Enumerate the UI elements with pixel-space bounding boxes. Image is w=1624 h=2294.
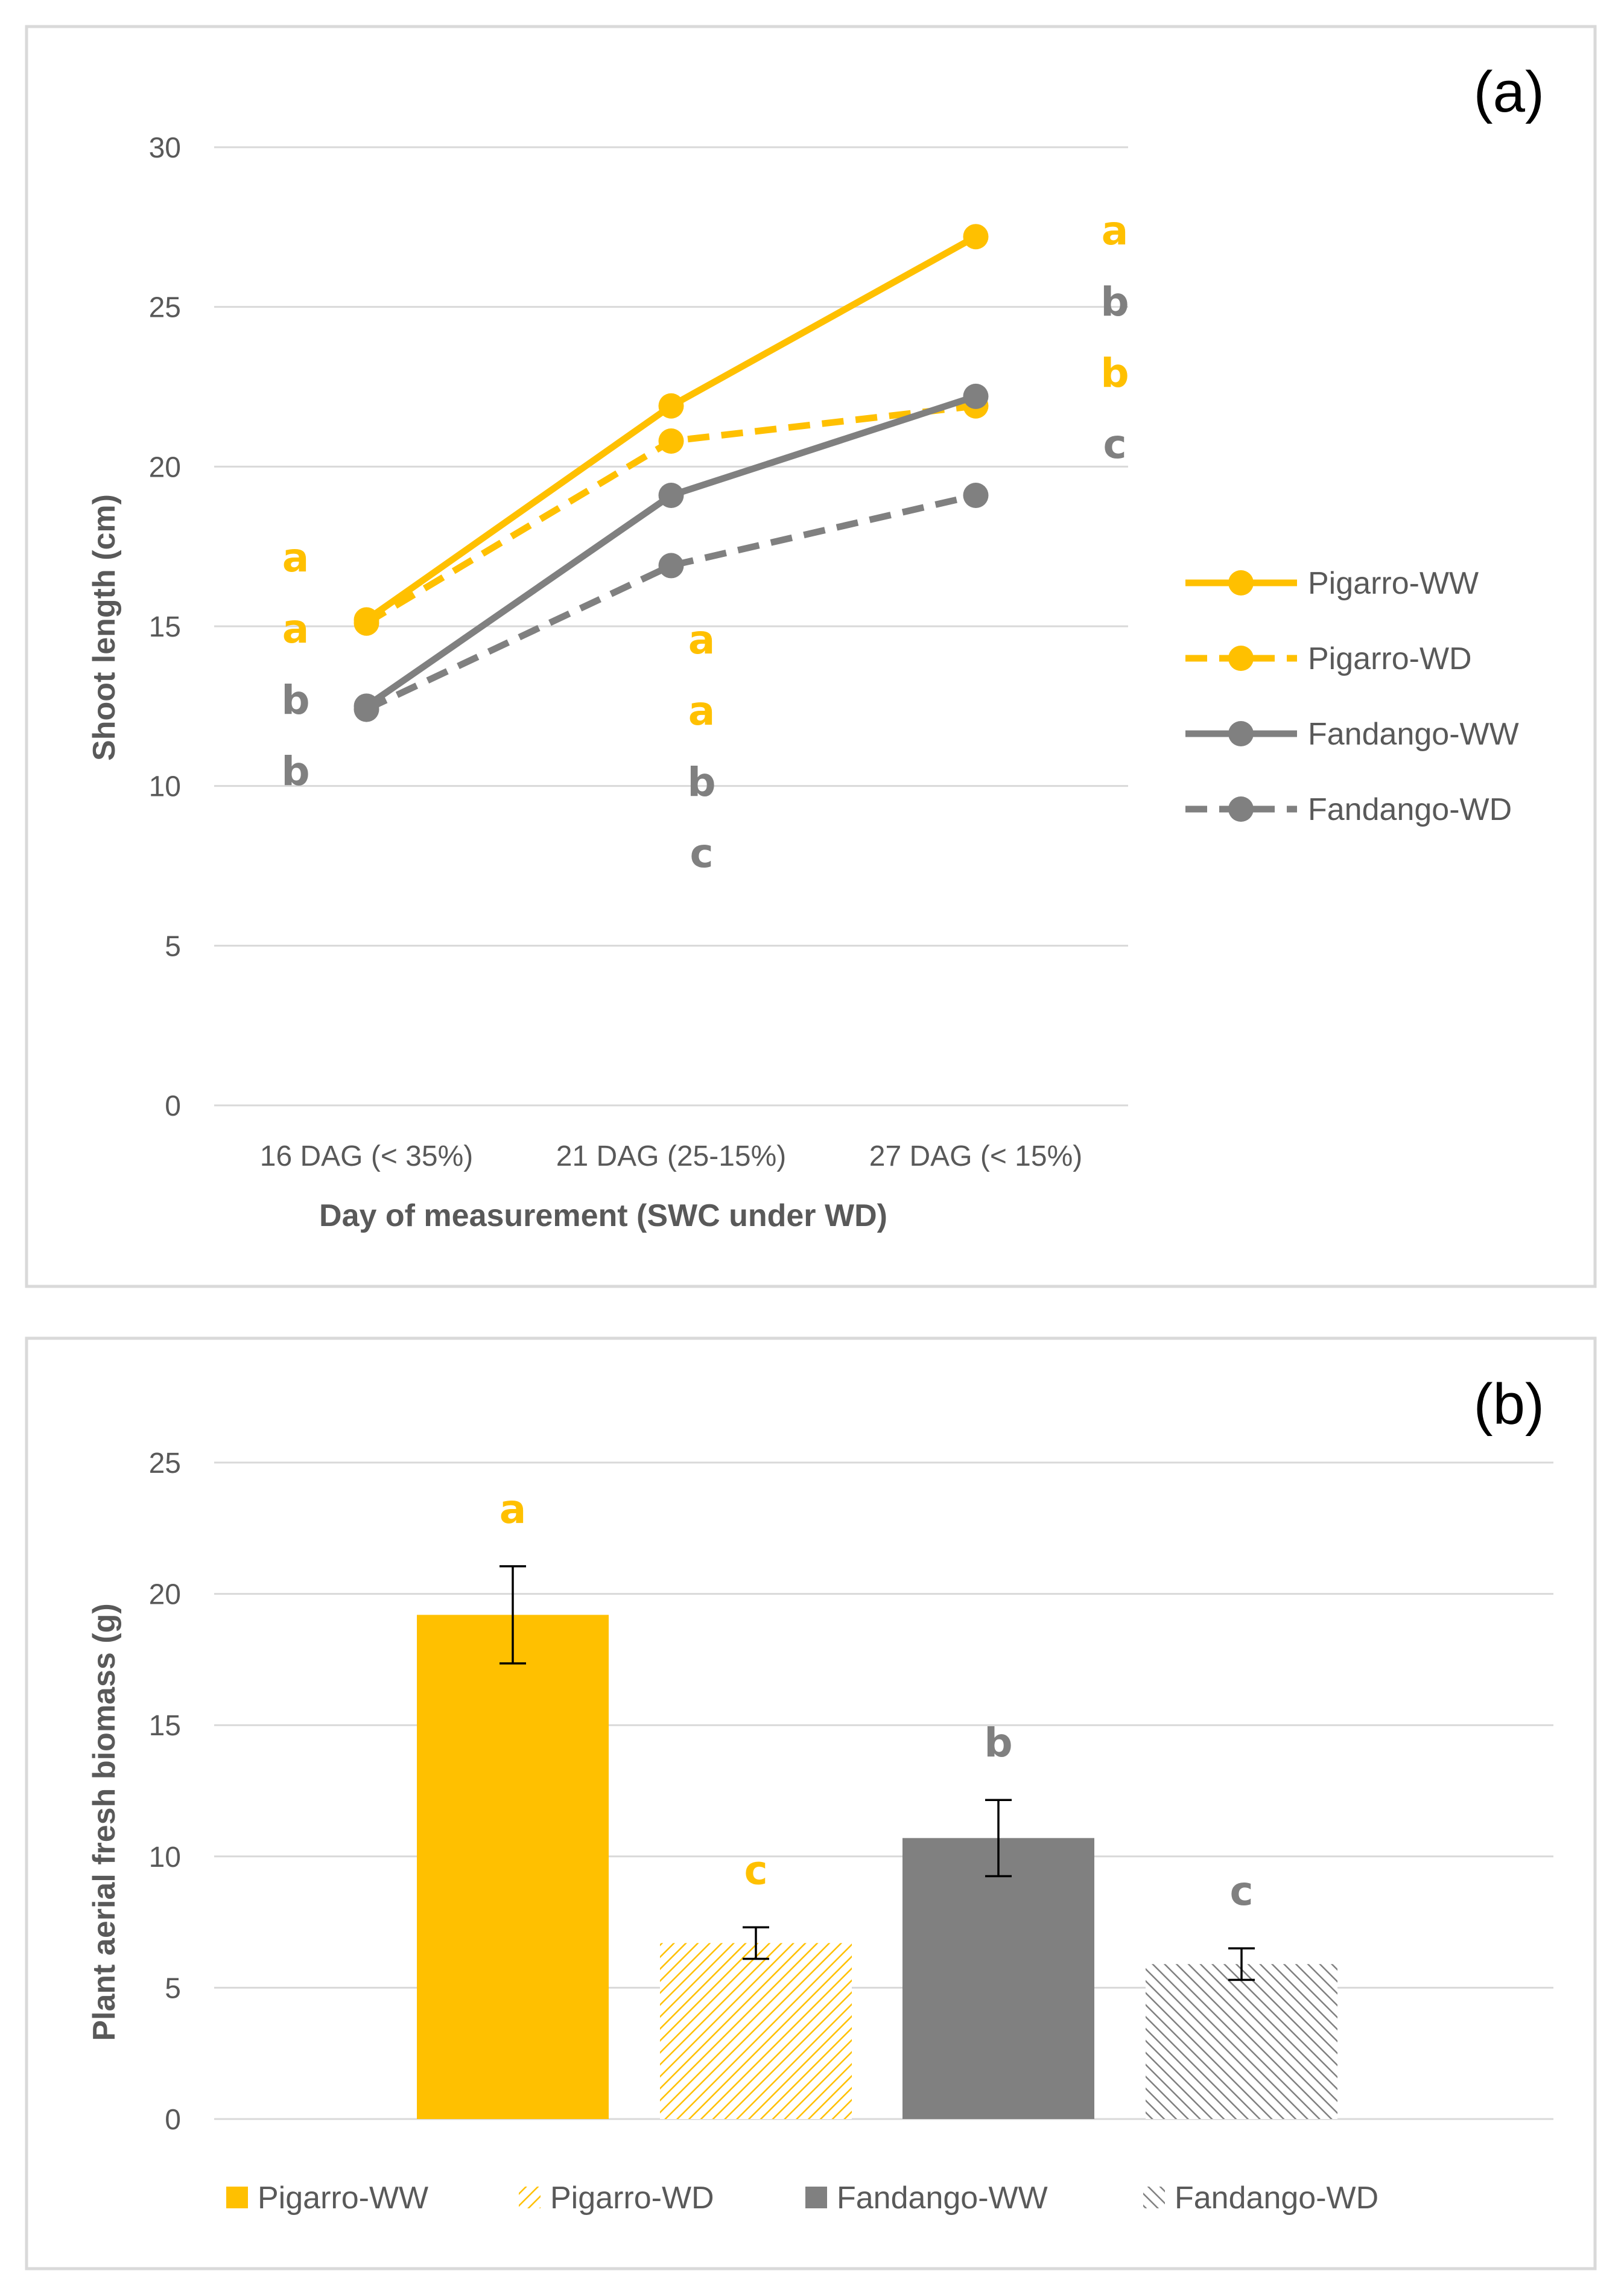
data-point	[658, 553, 684, 579]
bar-pigarro-wd	[660, 1943, 852, 2119]
panel-b-label: (b)	[1474, 1372, 1544, 1437]
panel-a-legend: Pigarro-WW Pigarro-WD Fandango-WW Fandango-…	[1185, 566, 1519, 827]
panel-b-letter: c	[744, 1847, 767, 1893]
bar-fandango-ww	[902, 1838, 1094, 2119]
legend-label: Pigarro-WD	[1308, 641, 1472, 676]
legend-item-pigarro-wd: Pigarro-WD	[519, 2181, 714, 2216]
bar-pigarro-ww	[417, 1615, 609, 2119]
data-point	[963, 482, 989, 508]
panel-a-letter: c	[690, 830, 713, 877]
panel-a-x-tick: 27 DAG (< 15%)	[869, 1140, 1082, 1172]
legend-swatch	[1143, 2187, 1165, 2208]
panel-a-letter: a	[688, 688, 715, 734]
panel-a-x-axis-title: Day of measurement (SWC under WD)	[319, 1198, 887, 1233]
panel-a-y-axis-title: Shoot length (cm)	[87, 494, 122, 761]
panel-a-letter: a	[282, 535, 309, 581]
panel-a-x-tick-labels: 16 DAG (< 35%) 21 DAG (25-15%) 27 DAG (< 1…	[260, 1140, 1082, 1172]
panel-a-letter: b	[1100, 350, 1129, 396]
legend-label: Pigarro-WW	[1308, 566, 1479, 601]
legend-label: Fandango-WD	[1175, 2181, 1378, 2216]
panel-a-series	[354, 224, 989, 722]
panel-a-letter: b	[1100, 279, 1129, 325]
panel-a-gridlines	[214, 146, 1128, 1107]
panel-b-letter: b	[984, 1720, 1012, 1766]
data-point	[658, 393, 684, 419]
data-point	[658, 428, 684, 454]
panel-b-letter: c	[1229, 1868, 1253, 1914]
legend-item-fandango-wd: Fandango-WD	[1185, 792, 1512, 827]
panel-a-y-tick: 20	[149, 451, 181, 483]
panel-a-y-tick: 30	[149, 132, 181, 164]
legend-swatch-marker	[1228, 570, 1254, 596]
error-bar-fandango-wd	[1228, 1947, 1255, 1981]
legend-swatch	[519, 2187, 541, 2208]
legend-item-pigarro-ww: Pigarro-WW	[1185, 566, 1479, 601]
panel-b: (b) 0 5 10 15 20 25 a c b c Plant aerial fresh b…	[25, 1336, 1597, 2270]
data-point	[658, 482, 684, 508]
legend-swatch	[805, 2187, 827, 2208]
panel-a-letter: a	[1102, 208, 1129, 254]
panel-a-letter: c	[1103, 421, 1126, 468]
legend-label: Fandango-WW	[837, 2181, 1048, 2216]
panel-b-y-axis-title: Plant aerial fresh biomass (g)	[87, 1603, 122, 2041]
panel-b-y-tick: 15	[149, 1710, 181, 1742]
legend-label: Pigarro-WD	[550, 2181, 714, 2216]
panel-b-y-tick: 25	[149, 1447, 181, 1479]
legend-swatch-marker	[1228, 796, 1254, 822]
legend-label: Pigarro-WW	[258, 2181, 428, 2216]
panel-a-letter: b	[281, 748, 309, 795]
panel-b-y-tick: 10	[149, 1841, 181, 1873]
legend-item-pigarro-ww: Pigarro-WW	[226, 2181, 428, 2216]
error-bar-pigarro-wd	[743, 1926, 769, 1960]
panel-a-y-tick-labels: 0 5 10 15 20 25 30	[149, 132, 181, 1122]
panel-b-y-tick: 20	[149, 1579, 181, 1611]
legend-swatch	[226, 2187, 248, 2208]
panel-b-legend: Pigarro-WW Pigarro-WD Fandango-WW Fandango-…	[226, 2181, 1378, 2216]
legend-item-fandango-ww: Fandango-WW	[1185, 717, 1519, 752]
bar-fandango-wd	[1146, 1964, 1337, 2119]
panel-a-y-tick: 10	[149, 771, 181, 803]
panel-a-y-tick: 5	[165, 930, 181, 962]
data-point	[354, 610, 379, 636]
legend-label: Fandango-WW	[1308, 717, 1519, 752]
panel-a-frame	[25, 25, 1597, 1288]
panel-a-x-tick: 21 DAG (25-15%)	[556, 1140, 787, 1172]
legend-item-fandango-ww: Fandango-WW	[805, 2181, 1048, 2216]
panel-b-letter: a	[500, 1486, 527, 1533]
series-fandango-wd	[354, 482, 989, 722]
panel-a-y-tick: 25	[149, 292, 181, 324]
panel-b-bars	[417, 1615, 1337, 2119]
error-bar-pigarro-ww	[500, 1565, 526, 1665]
legend-label: Fandango-WD	[1308, 792, 1512, 827]
panel-a-letter: b	[281, 677, 309, 723]
panel-b-error-bars	[500, 1565, 1255, 1981]
legend-swatch-marker	[1228, 721, 1254, 746]
panel-b-y-tick-labels: 0 5 10 15 20 25	[149, 1447, 181, 2136]
data-point	[354, 696, 379, 722]
panel-a-y-tick: 0	[165, 1090, 181, 1122]
panel-b-significance-letters: a c b c	[500, 1486, 1254, 1914]
error-bar-fandango-ww	[985, 1799, 1012, 1878]
panel-b-frame	[25, 1336, 1597, 2270]
panel-a-letter: a	[688, 617, 715, 663]
data-point	[963, 383, 989, 409]
panel-a-letter: a	[282, 606, 309, 652]
panel-a-y-tick: 15	[149, 611, 181, 643]
panel-a-label: (a)	[1474, 60, 1544, 124]
legend-item-pigarro-wd: Pigarro-WD	[1185, 641, 1472, 676]
panel-a: (a) 0 5 10 15 20 25 30 16 DAG (< 35%) 21 DAG (2…	[25, 25, 1597, 1288]
data-point	[963, 224, 989, 250]
legend-item-fandango-wd: Fandango-WD	[1143, 2181, 1378, 2216]
panel-b-y-tick: 0	[165, 2104, 181, 2136]
legend-swatch-marker	[1228, 646, 1254, 671]
series-line	[365, 492, 977, 713]
panel-a-letter: b	[687, 759, 715, 805]
panel-a-x-tick: 16 DAG (< 35%)	[260, 1140, 473, 1172]
panel-b-y-tick: 5	[165, 1972, 181, 2004]
